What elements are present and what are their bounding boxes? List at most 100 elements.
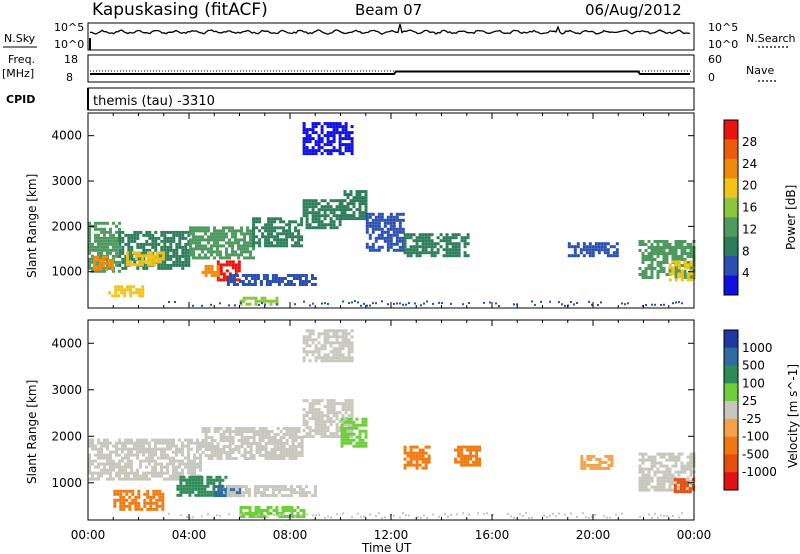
velocity-colorbar-tick: 25 — [742, 394, 757, 408]
power-colorbar-swatch — [724, 120, 738, 140]
nave-label: Nave — [746, 64, 774, 77]
power-colorbar: 28 24 20 16 12 8 4 — [723, 119, 757, 296]
cpid-strip: CPID themis (tau) -3310 — [6, 87, 695, 111]
data-region — [673, 478, 695, 494]
y-tick-label: 4000 — [51, 336, 82, 350]
freq-tick-bottom: 8 — [66, 71, 73, 84]
power-data — [88, 122, 696, 307]
data-region — [239, 506, 306, 518]
data-region — [201, 264, 220, 277]
date-title: 06/Aug/2012 — [585, 1, 682, 19]
data-region — [226, 274, 317, 286]
velocity-colorbar-tick: 1000 — [742, 341, 773, 355]
freq-label: Freq. — [8, 53, 35, 66]
velocity-panel: 1000 2000 3000 4000 Slant Range [km] 00:00 0… — [25, 319, 712, 554]
data-region — [567, 242, 619, 258]
data-region — [302, 329, 354, 363]
power-colorbar-swatch — [724, 197, 738, 218]
y-tick-label: 2000 — [51, 429, 82, 443]
power-colorbar-swatch — [724, 236, 738, 257]
data-region — [118, 230, 191, 270]
nsky-tick-top: 10^5 — [54, 21, 84, 34]
velocity-ylabel: Slant Range [km] — [25, 380, 39, 484]
y-tick-label: 2000 — [51, 219, 82, 233]
nsky-tick-bottom: 10^0 — [54, 38, 84, 51]
data-region — [302, 199, 342, 230]
velocity-colorbar-label: Velocity [m s^-1] — [786, 364, 800, 468]
velocity-colorbar-tick: 500 — [742, 359, 765, 373]
velocity-colorbar: 1000 500 100 25 -25 -100 -500 -1000 — [723, 329, 777, 491]
x-tick-label: 08:00 — [273, 528, 308, 542]
velocity-colorbar-swatch — [724, 418, 738, 438]
x-tick-label: 04:00 — [172, 528, 207, 542]
data-region — [668, 260, 696, 282]
data-region — [93, 255, 114, 271]
power-colorbar-frame — [723, 119, 739, 296]
cpid-label: CPID — [6, 93, 35, 106]
power-colorbar-tick: 4 — [742, 266, 750, 280]
near-range-speckle — [168, 512, 683, 519]
power-colorbar-swatch — [724, 158, 738, 179]
power-colorbar-tick: 12 — [742, 222, 757, 236]
power-colorbar-tick: 24 — [742, 157, 757, 171]
velocity-colorbar-swatch — [724, 330, 738, 349]
x-tick-label: 00:00 — [677, 528, 712, 542]
velocity-colorbar-swatch — [724, 401, 738, 420]
velocity-colorbar-tick: -1000 — [742, 465, 777, 479]
cpid-value: themis (tau) -3310 — [93, 94, 215, 109]
x-tick-label: 20:00 — [576, 528, 611, 542]
data-region — [302, 122, 354, 156]
freq-unit: [MHz] — [2, 67, 34, 80]
y-tick-label: 3000 — [51, 174, 82, 188]
velocity-colorbar-swatch — [724, 383, 738, 402]
data-region — [403, 233, 470, 258]
velocity-colorbar-swatch — [724, 347, 738, 367]
nsearch-label: N.Search — [746, 32, 796, 45]
data-region — [125, 251, 165, 267]
power-colorbar-tick: 28 — [742, 135, 757, 149]
nsky-series — [89, 23, 691, 35]
y-tick-label: 3000 — [51, 383, 82, 397]
freq-tick-top: 18 — [64, 53, 78, 66]
power-y-axis: 1000 2000 3000 4000 — [51, 113, 695, 308]
power-colorbar-swatch — [724, 178, 738, 199]
power-colorbar-swatch — [724, 256, 738, 277]
nsky-strip: N.Sky 10^5 10^0 10^5 10^0 N.Search — [3, 21, 796, 51]
data-region — [201, 427, 304, 460]
power-panel: 1000 2000 3000 4000 Slant Range [km] — [25, 112, 696, 309]
velocity-colorbar-swatch — [724, 454, 738, 473]
data-region — [580, 454, 614, 470]
nsearch-tick-top: 10^5 — [708, 21, 738, 34]
station-title: Kapuskasing (fitACF) — [92, 0, 268, 20]
power-colorbar-tick: 20 — [742, 179, 757, 193]
y-tick-label: 1000 — [51, 476, 82, 490]
data-region — [340, 190, 368, 221]
x-tick-label: 00:00 — [71, 528, 106, 542]
near-range-speckle — [168, 300, 683, 307]
velocity-colorbar-tick: -500 — [742, 447, 769, 461]
velocity-data — [88, 329, 696, 519]
data-region — [239, 296, 279, 306]
power-colorbar-tick: 8 — [742, 244, 750, 258]
beam-title: Beam 07 — [355, 1, 422, 19]
power-ylabel: Slant Range [km] — [25, 174, 39, 278]
data-region — [252, 217, 304, 248]
data-region — [108, 285, 145, 298]
nsearch-tick-bottom: 10^0 — [708, 38, 738, 51]
velocity-colorbar-tick: -100 — [742, 430, 769, 444]
velocity-colorbar-frame — [723, 329, 739, 491]
velocity-colorbar-swatch — [724, 472, 738, 491]
data-region — [226, 485, 317, 498]
x-axis-label: Time UT — [361, 541, 412, 554]
freq-strip: Freq. [MHz] 18 8 60 0 Nave — [2, 53, 776, 84]
velocity-colorbar-tick: -25 — [742, 412, 762, 426]
y-tick-label: 4000 — [51, 129, 82, 143]
nave-tick-top: 60 — [708, 53, 722, 66]
data-region — [340, 417, 368, 448]
velocity-colorbar-swatch — [724, 436, 738, 455]
nave-tick-bottom: 0 — [708, 71, 715, 84]
x-tick-label: 12:00 — [374, 528, 409, 542]
data-region — [403, 445, 431, 470]
velocity-colorbar-tick: 100 — [742, 376, 765, 390]
